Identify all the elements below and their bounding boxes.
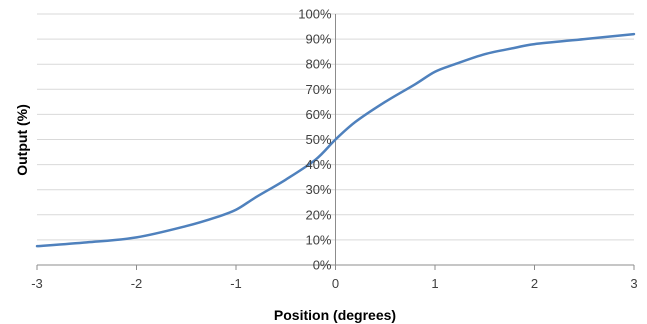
x-axis-title: Position (degrees)	[274, 307, 396, 323]
axes	[36, 14, 635, 270]
y-axis-title: Output (%)	[14, 104, 30, 176]
tick-labels: 0% 10% 20% 30% 40% 50% 60% 70% 80% 90% 100% -3 -2 -1 0…	[31, 7, 637, 292]
y-tick-label: 20%	[305, 207, 331, 222]
x-tick-label: -1	[230, 276, 242, 291]
y-tick-label: 0%	[313, 258, 332, 273]
y-tick-label: 100%	[298, 7, 332, 22]
x-tick-label: -3	[31, 276, 43, 291]
x-tick-label: 1	[431, 276, 438, 291]
y-tick-label: 90%	[305, 32, 331, 47]
x-tick-label: -2	[131, 276, 143, 291]
y-tick-label: 10%	[305, 232, 331, 247]
y-tick-label: 50%	[305, 132, 331, 147]
y-tick-label: 40%	[305, 157, 331, 172]
series-line	[35, 32, 636, 248]
x-tick-label: 0	[332, 276, 339, 291]
y-tick-label: 80%	[305, 57, 331, 72]
series-layer	[35, 32, 636, 248]
y-tick-label: 30%	[305, 182, 331, 197]
y-tick-label: 60%	[305, 107, 331, 122]
y-tick-label: 70%	[305, 82, 331, 97]
x-tick-label: 3	[630, 276, 637, 291]
x-tick-label: 2	[531, 276, 538, 291]
